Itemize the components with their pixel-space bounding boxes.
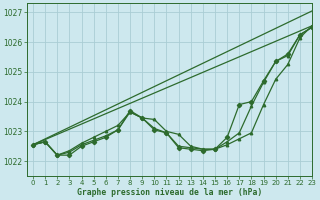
- X-axis label: Graphe pression niveau de la mer (hPa): Graphe pression niveau de la mer (hPa): [77, 188, 262, 197]
